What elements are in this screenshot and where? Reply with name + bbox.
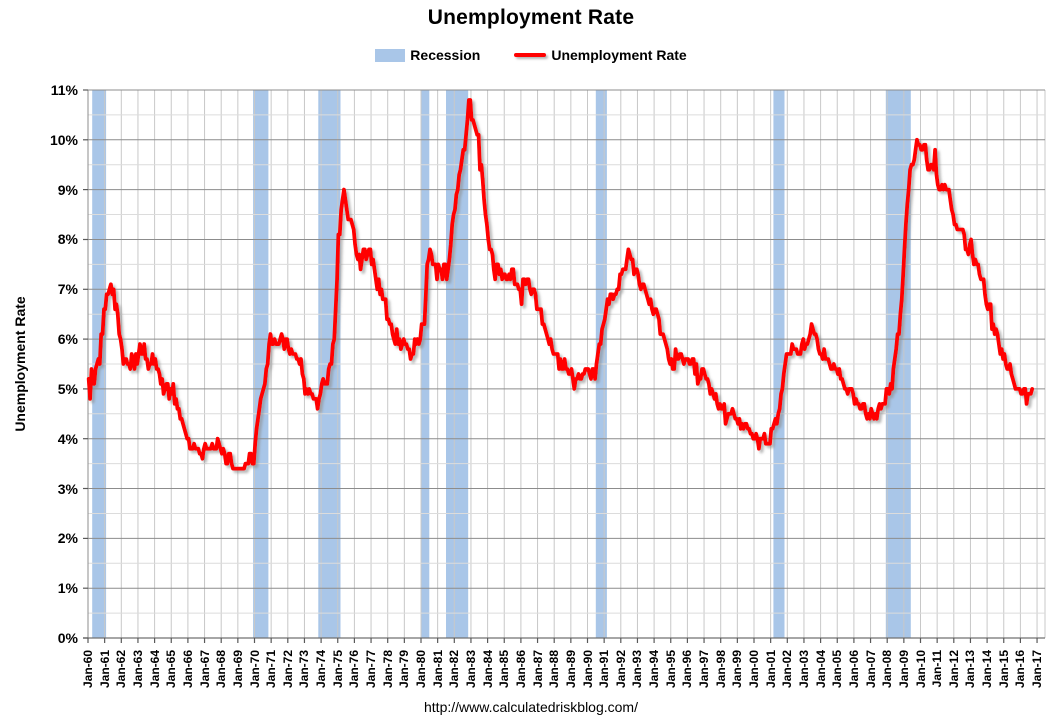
- x-tick-label: Jan-95: [663, 650, 678, 689]
- x-tick-label: Jan-15: [996, 650, 1011, 689]
- x-tick-label: Jan-89: [563, 650, 578, 689]
- x-tick-label: Jan-80: [414, 650, 428, 689]
- x-tick-label: Jan-64: [147, 650, 162, 689]
- x-tick-label: Jan-13: [963, 650, 978, 689]
- y-tick-label: 1%: [57, 580, 78, 597]
- x-tick-label: Jan-85: [497, 650, 512, 689]
- y-tick-label: 9%: [57, 181, 78, 198]
- x-tick-label: Jan-65: [164, 650, 179, 689]
- x-tick-label: Jan-10: [913, 650, 928, 689]
- legend-label-recession: Recession: [410, 47, 481, 63]
- x-tick-label: Jan-77: [364, 650, 379, 689]
- legend-item-unemployment: Unemployment Rate: [514, 47, 687, 63]
- legend-item-recession: Recession: [375, 47, 480, 63]
- x-tick-label: Jan-05: [830, 650, 845, 689]
- x-tick-label: Jan-68: [214, 650, 229, 689]
- x-tick-label: Jan-82: [447, 650, 462, 689]
- series-line-swatch-icon: [514, 53, 547, 57]
- x-tick-label: Jan-83: [463, 650, 478, 689]
- x-tick-label: Jan-78: [380, 650, 395, 689]
- x-tick-label: Jan-93: [630, 650, 645, 689]
- x-tick-label: Jan-62: [114, 650, 129, 689]
- y-tick-label: 8%: [57, 231, 78, 248]
- x-tick-label: Jan-84: [480, 650, 495, 689]
- x-tick-label: Jan-61: [97, 650, 112, 689]
- x-tick-label: Jan-92: [613, 650, 628, 689]
- x-tick-label: Jan-01: [763, 650, 778, 689]
- x-tick-label: Jan-60: [81, 650, 95, 689]
- y-tick-label: 3%: [57, 480, 78, 497]
- x-tick-label: Jan-07: [863, 650, 878, 689]
- y-tick-label: 10%: [49, 131, 78, 148]
- x-tick-label: Jan-98: [713, 650, 728, 689]
- x-tick-label: Jan-06: [846, 650, 861, 689]
- y-tick-label: 7%: [57, 281, 78, 298]
- x-tick-label: Jan-17: [1030, 650, 1045, 689]
- x-tick-label: Jan-81: [430, 650, 445, 689]
- x-tick-label: Jan-00: [747, 650, 761, 689]
- x-tick-label: Jan-11: [930, 650, 945, 688]
- x-tick-label: Jan-97: [697, 650, 712, 689]
- unemployment-rate-line: [86, 98, 1035, 471]
- x-tick-label: Jan-69: [230, 650, 245, 689]
- x-tick-label: Jan-96: [680, 650, 695, 689]
- chart-legend: Recession Unemployment Rate: [0, 47, 1062, 63]
- y-tick-label: 4%: [57, 430, 78, 447]
- x-tick-label: Jan-86: [513, 650, 528, 689]
- chart-title: Unemployment Rate: [427, 6, 635, 29]
- x-tick-label: Jan-03: [796, 650, 811, 689]
- x-tick-label: Jan-90: [580, 650, 595, 689]
- x-tick-label: Jan-72: [280, 650, 295, 689]
- x-tick-label: Jan-66: [180, 650, 195, 689]
- x-tick-label: Jan-74: [314, 650, 329, 689]
- x-tick-label: Jan-88: [547, 650, 562, 689]
- x-tick-label: Jan-14: [980, 650, 995, 689]
- x-tick-label: Jan-67: [197, 650, 212, 689]
- y-tick-label: 11%: [50, 82, 78, 98]
- x-tick-label: Jan-91: [597, 650, 612, 689]
- x-tick-label: Jan-73: [297, 650, 312, 689]
- x-tick-label: Jan-76: [347, 650, 362, 689]
- x-tick-label: Jan-16: [1013, 650, 1028, 689]
- x-tick-label: Jan-75: [330, 650, 345, 689]
- recession-swatch-icon: [375, 48, 406, 62]
- x-tick-label: Jan-09: [896, 650, 911, 689]
- x-tick-label: Jan-70: [247, 650, 262, 689]
- x-tick-label: Jan-04: [813, 650, 828, 689]
- source-url: http://www.calculatedriskblog.com/: [424, 699, 638, 715]
- legend-label-unemployment: Unemployment Rate: [551, 47, 687, 63]
- x-tick-label: Jan-63: [130, 650, 145, 689]
- y-tick-label: 2%: [57, 530, 78, 547]
- x-tick-label: Jan-71: [264, 650, 279, 689]
- x-tick-label: Jan-02: [780, 650, 795, 689]
- y-tick-label: 6%: [57, 331, 78, 348]
- y-tick-label: 0%: [57, 630, 78, 646]
- x-tick-label: Jan-79: [397, 650, 412, 689]
- y-tick-label: 5%: [57, 380, 78, 397]
- x-tick-label: Jan-94: [647, 650, 662, 689]
- x-tick-label: Jan-12: [946, 650, 961, 689]
- x-tick-label: Jan-87: [530, 650, 545, 689]
- x-tick-label: Jan-08: [880, 650, 895, 689]
- x-tick-label: Jan-99: [730, 650, 745, 689]
